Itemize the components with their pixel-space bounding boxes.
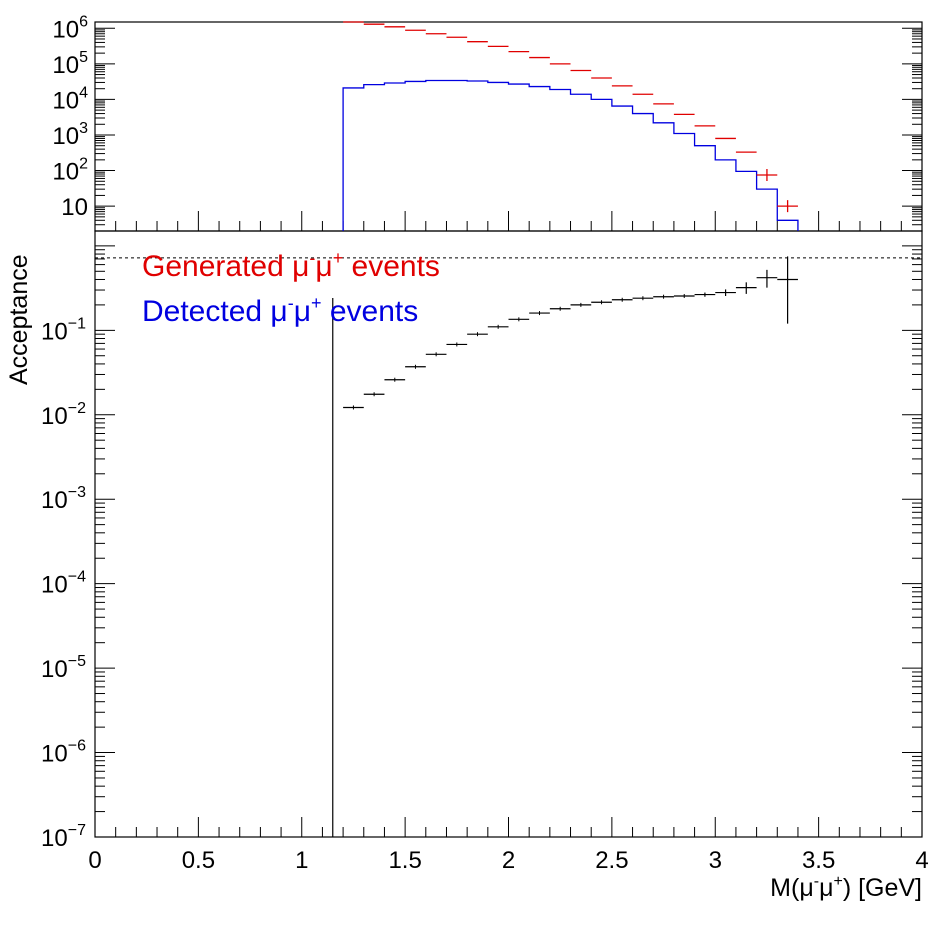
top-panel-ticks [94,27,923,232]
x-tick-label: 2 [502,847,515,874]
x-tick-label: 1 [295,847,308,874]
y-tick-label-top: 105 [52,49,88,79]
x-tick-label: 3.5 [802,847,835,874]
x-axis-title: M(μ-μ+) [GeV] [770,873,922,902]
y-tick-label-bottom: 10−5 [41,653,86,683]
top-panel-frame [94,21,923,232]
legend-detected: Detected μ-μ+ events [142,293,418,328]
legend-generated: Generated μ-μ+ events [142,248,440,283]
y-tick-label-bottom: 10−7 [41,822,86,852]
x-tick-label: 0 [88,847,101,874]
y-tick-label-top: 104 [52,84,88,114]
x-tick-label: 2.5 [595,847,628,874]
y-tick-label-bottom: 10−2 [41,400,86,430]
x-tick-label: 1.5 [388,847,421,874]
top-panel-data [342,21,799,231]
y-tick-label-top: 106 [52,13,88,43]
y-tick-label-bottom: 10−6 [41,738,86,768]
y-tick-label-bottom: 10−1 [41,315,86,345]
y-tick-label-bottom: 10−4 [41,569,86,599]
y-axis-title: Acceptance [5,254,33,385]
detected-histogram [342,79,799,231]
y-tick-label-bottom: 10−3 [41,484,86,514]
y-tick-label-top: 103 [52,120,88,150]
x-tick-label: 4 [915,847,928,874]
y-tick-label-top: 102 [52,156,88,186]
tick-labels: 0 0.5 1 1.5 2 2.5 3 3.5 4 106 105 104 103 102 10 10−1 10… [41,13,929,874]
bottom-panel-data [95,256,922,837]
x-tick-label: 0.5 [182,847,215,874]
bottom-panel-ticks [94,245,923,838]
y-tick-label-top: 10 [61,194,88,221]
x-tick-label: 3 [709,847,722,874]
